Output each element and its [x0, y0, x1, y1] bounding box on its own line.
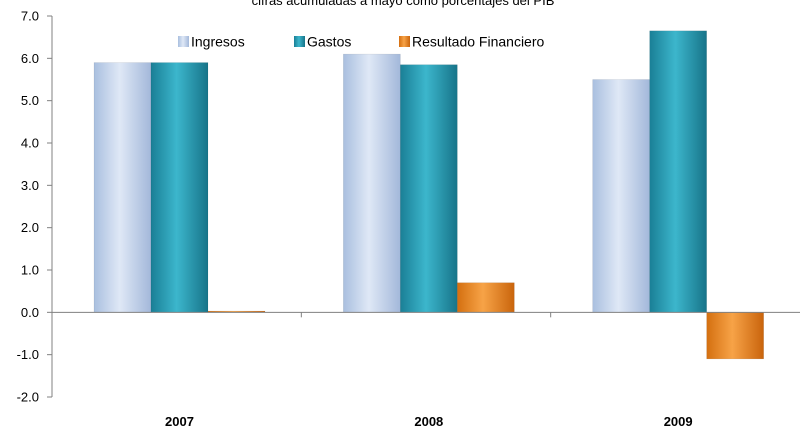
y-tick-label: 0.0 [21, 305, 39, 320]
bar-gastos-2007 [150, 62, 209, 313]
chart-title: cifras acumuladas a mayo como porcentaje… [252, 0, 555, 8]
legend-label: Gastos [307, 34, 351, 50]
legend-label: Ingresos [191, 34, 245, 50]
y-tick-label: -2.0 [17, 390, 39, 405]
x-category-label: 2009 [664, 414, 693, 429]
bar-gastos-2009 [649, 30, 707, 313]
bar-ingresos-2007 [93, 62, 152, 313]
y-tick-label: 3.0 [21, 178, 39, 193]
y-tick-label: 4.0 [21, 136, 39, 151]
y-tick-label: 7.0 [21, 9, 39, 24]
x-category-label: 2007 [165, 414, 194, 429]
bar-gastos-2008 [400, 64, 458, 313]
legend-swatch-resultado-financiero [399, 36, 410, 47]
y-tick-label: 6.0 [21, 51, 39, 66]
bar-ingresos-2009 [592, 79, 650, 313]
legend: Ingresos Gastos Resultado Financiero [178, 34, 545, 50]
y-tick-label: 2.0 [21, 220, 39, 235]
y-tick-label: 5.0 [21, 93, 39, 108]
legend-swatch-gastos [294, 36, 305, 47]
bar-resultado-financiero-2008 [457, 282, 515, 313]
bar-ingresos-2008 [343, 53, 401, 313]
bar-resultado-financiero-2009 [706, 312, 764, 360]
legend-swatch-ingresos [178, 36, 189, 47]
y-tick-label: 1.0 [21, 263, 39, 278]
legend-label: Resultado Financiero [412, 34, 545, 50]
bars-layer [93, 30, 764, 360]
axes-layer: -2.0 -1.0 0.0 1.0 2.0 3.0 4.0 5.0 6.0 7.0 2007 2008… [17, 9, 800, 429]
y-tick-label: -1.0 [17, 347, 39, 362]
x-category-label: 2008 [414, 414, 443, 429]
